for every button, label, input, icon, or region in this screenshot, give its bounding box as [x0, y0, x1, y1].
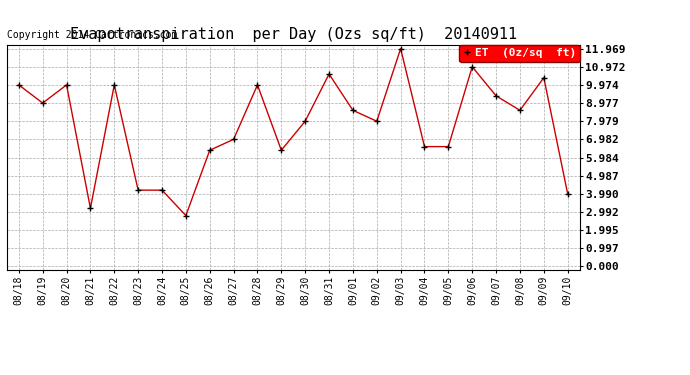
- Text: Copyright 2014 Cartronics.com: Copyright 2014 Cartronics.com: [7, 30, 177, 40]
- Title: Evapotranspiration  per Day (Ozs sq/ft)  20140911: Evapotranspiration per Day (Ozs sq/ft) 2…: [70, 27, 517, 42]
- Legend: ET  (0z/sq  ft): ET (0z/sq ft): [460, 45, 580, 62]
